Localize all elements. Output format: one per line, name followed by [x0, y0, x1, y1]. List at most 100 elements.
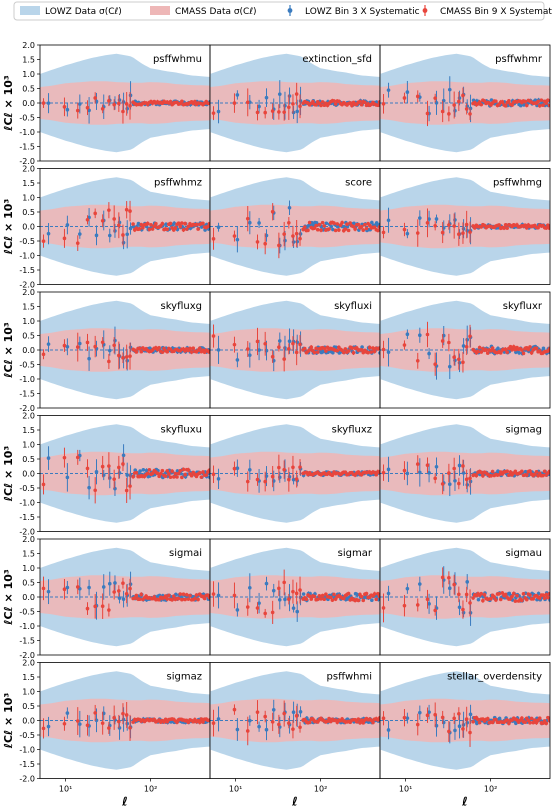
panel: sigmar	[209, 538, 381, 656]
lowz-point	[405, 332, 410, 337]
lowz-point	[107, 348, 112, 353]
y-tick-label: 0.0	[22, 346, 35, 355]
cmass-point	[176, 596, 181, 601]
cmass-point	[232, 707, 237, 712]
lowz-point	[457, 724, 462, 728]
cmass-point	[263, 479, 267, 484]
lowz-point	[46, 231, 51, 236]
cmass-point	[171, 475, 176, 479]
y-tick-label: -0.5	[19, 361, 35, 370]
cmass-point	[128, 586, 132, 591]
panel-frame	[379, 291, 551, 409]
cmass-point	[132, 596, 137, 600]
lowz-point	[352, 221, 356, 226]
lowz-point	[141, 468, 146, 472]
lowz-point	[46, 724, 51, 729]
cmass-point	[232, 466, 237, 471]
cmass-point	[175, 475, 179, 479]
cmass-point	[482, 593, 487, 597]
cmass-point	[62, 343, 67, 348]
cmass-point	[345, 222, 349, 226]
legend-item: LOWZ Data σ(Cℓ)	[20, 6, 122, 17]
y-axis-label: ℓCℓ × 10³	[2, 322, 15, 379]
legend-label: LOWZ Bin 3 X Systematic	[305, 7, 420, 17]
cmass-point	[157, 346, 161, 350]
cmass-point	[528, 469, 532, 473]
legend-marker	[422, 8, 428, 13]
cmass-point	[468, 230, 472, 234]
lowz-point	[65, 475, 70, 480]
y-tick-label: 2.0	[22, 41, 35, 50]
cmass-point	[134, 593, 139, 598]
panel-title: psffwhmi	[327, 672, 372, 683]
cmass-point	[158, 471, 163, 476]
cmass-point	[117, 353, 121, 358]
cmass-point	[309, 597, 314, 601]
cmass-point	[507, 721, 511, 726]
cmass-point	[468, 334, 472, 339]
cmass-point	[312, 226, 317, 230]
cmass-point	[93, 96, 97, 100]
cmass-point	[312, 594, 317, 599]
cmass-point	[128, 484, 132, 488]
lowz-point	[257, 104, 261, 109]
cmass-point	[245, 347, 250, 351]
cmass-point	[447, 575, 451, 580]
cmass-point	[312, 350, 317, 355]
cmass-point	[547, 592, 550, 596]
lowz-point	[128, 582, 133, 586]
cmass-point	[207, 595, 210, 600]
cmass-point	[485, 351, 490, 355]
cmass-point	[319, 597, 323, 601]
y-tick-label: 1.0	[22, 688, 35, 697]
cmass-point	[348, 221, 353, 225]
cmass-point	[117, 719, 121, 724]
lowz-point	[248, 585, 252, 590]
cmass-point	[311, 99, 315, 104]
cmass-point	[134, 470, 139, 475]
cmass-point	[415, 603, 420, 607]
x-axis-label: ℓ	[291, 795, 298, 808]
lowz-point	[248, 467, 252, 472]
cmass-point	[75, 108, 80, 113]
y-tick-label: 1.5	[22, 303, 35, 312]
panel-title: psffwhmu	[153, 54, 202, 65]
cmass-point	[160, 350, 165, 355]
cmass-point	[497, 592, 501, 596]
cmass-point	[546, 223, 550, 228]
cmass-point	[211, 472, 216, 477]
legend: LOWZ Data σ(Cℓ) CMASS Data σ(Cℓ) LOWZ Bin …	[13, 1, 552, 21]
panel: sigmai -2.0 -1.5 -1.0 -0.5 0.0 0.5 1.0 1.5 2.0 ℓCℓ…	[2, 535, 211, 660]
lowz-point	[489, 98, 494, 102]
cmass-point	[117, 101, 121, 106]
lowz-point	[248, 220, 252, 225]
cmass-point	[333, 102, 338, 106]
cmass-point	[147, 467, 152, 472]
cmass-point	[128, 354, 132, 358]
cmass-point	[277, 243, 281, 248]
cmass-point	[85, 466, 90, 471]
y-tick-label: 2.0	[22, 659, 35, 668]
cmass-point	[468, 112, 472, 116]
cmass-point	[128, 104, 132, 108]
cmass-point	[93, 711, 97, 715]
y-tick-label: 0.0	[22, 99, 35, 108]
y-tick-label: -1.0	[19, 252, 35, 261]
lowz-point	[457, 605, 462, 610]
cmass-point	[343, 347, 348, 351]
cmass-point	[503, 222, 508, 227]
panel-title: score	[345, 178, 372, 189]
lowz-point	[264, 581, 269, 586]
cmass-point	[377, 225, 380, 229]
panel-title: skyfluxi	[334, 301, 372, 312]
cmass-point	[232, 593, 237, 598]
x-tick-label: 10²	[484, 785, 497, 794]
y-tick-label: 1.0	[22, 70, 35, 79]
cmass-point	[207, 468, 210, 472]
cmass-point	[194, 593, 199, 597]
y-tick-label: 1.5	[22, 550, 35, 559]
lowz-point	[461, 344, 466, 348]
panel-title: skyfluxr	[503, 301, 543, 312]
cmass-point	[201, 470, 205, 474]
cmass-point	[497, 472, 501, 477]
